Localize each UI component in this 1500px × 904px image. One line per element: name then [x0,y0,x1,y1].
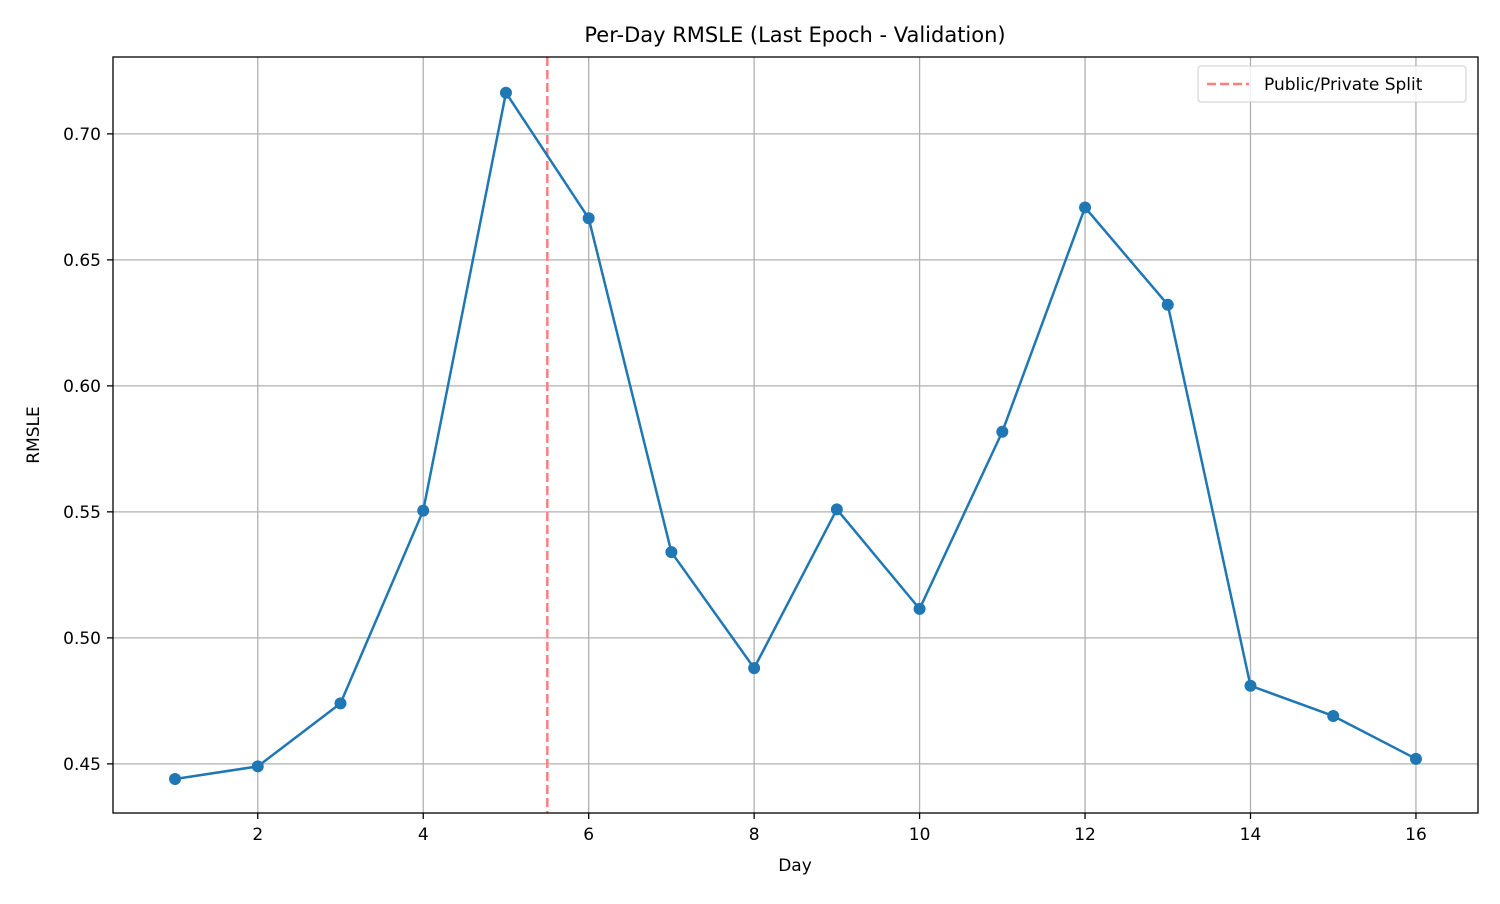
legend-label-public-private-split: Public/Private Split [1264,75,1423,95]
series-line [174,91,1417,781]
y-axis-label: RMSLE [24,406,44,463]
y-tick-label: 0.45 [63,755,101,775]
legend-box [1197,65,1467,103]
data-point [996,425,1009,438]
data-point [1079,201,1092,214]
data-point [830,503,843,516]
x-tick-label: 12 [1074,825,1096,845]
legend: Public/Private Split [1197,65,1467,103]
data-point [748,662,761,675]
chart-title: Per-Day RMSLE (Last Epoch - Validation) [584,23,1005,47]
data-point [1161,298,1174,311]
x-tick-label: 16 [1405,825,1427,845]
x-axis: 2 4 6 8 10 12 14 16 [252,813,1427,845]
data-point [913,602,926,615]
y-tick-label: 0.70 [63,125,101,145]
x-axis-label: Day [778,856,812,876]
grid [113,57,1478,813]
data-point [251,760,264,773]
data-point [665,546,678,559]
y-tick-label: 0.60 [63,377,101,397]
x-tick-label: 6 [583,825,594,845]
y-tick-label: 0.50 [63,629,101,649]
x-tick-label: 10 [909,825,931,845]
y-axis: 0.45 0.50 0.55 0.60 0.65 0.70 [63,125,113,775]
y-tick-label: 0.55 [63,503,101,523]
x-tick-label: 4 [418,825,429,845]
data-point [582,212,595,225]
data-point [334,697,347,710]
x-tick-label: 14 [1240,825,1262,845]
data-point [417,504,430,517]
y-tick-label: 0.65 [63,251,101,271]
data-point [169,772,182,785]
series [169,86,1422,785]
data-point [1244,679,1257,692]
data-point [499,86,512,99]
x-tick-label: 2 [252,825,263,845]
data-point [1327,709,1340,722]
x-tick-label: 8 [749,825,760,845]
plot-frame [112,56,1479,814]
data-point [1409,752,1422,765]
